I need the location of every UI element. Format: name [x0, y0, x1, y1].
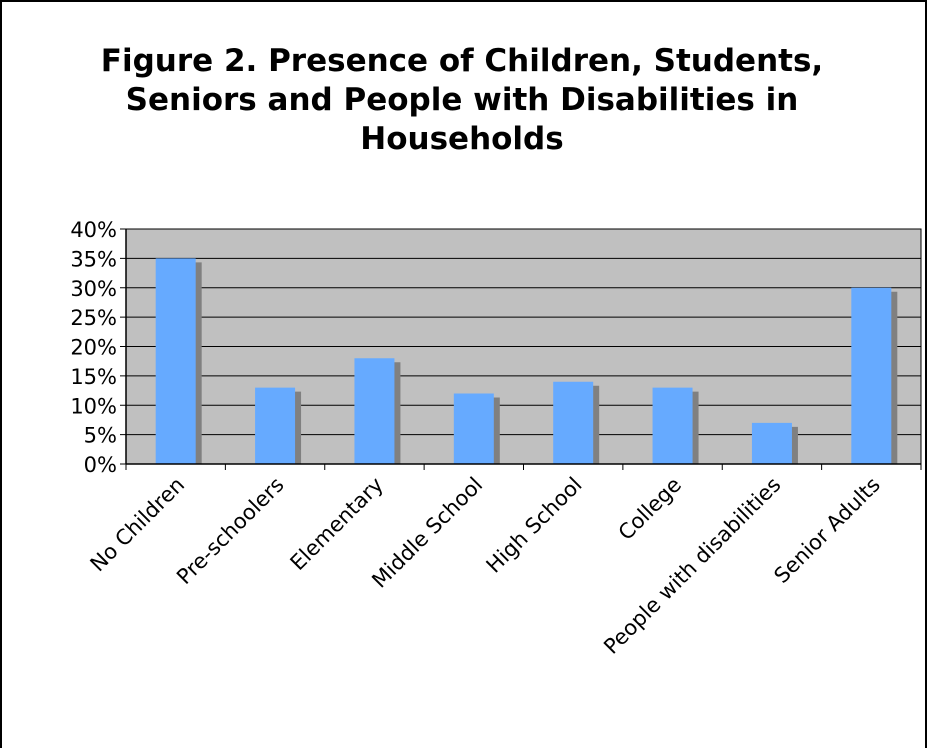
bar: [553, 381, 594, 464]
x-category-label: People with disabilities: [599, 473, 785, 659]
chart-title: Figure 2. Presence of Children, Students…: [100, 43, 824, 157]
x-category-label: Senior Adults: [769, 473, 884, 588]
bars: [125, 258, 922, 470]
y-tick-label: 30%: [70, 277, 117, 301]
bar: [155, 258, 196, 464]
bar: [751, 422, 792, 464]
y-tick-label: 15%: [70, 365, 117, 389]
bar: [453, 393, 494, 464]
y-tick-label: 20%: [70, 336, 117, 360]
y-tick-label: 0%: [84, 453, 117, 477]
bar: [652, 387, 693, 464]
y-tick-label: 35%: [70, 247, 117, 271]
x-axis-category-labels: No ChildrenPre-schoolersElementaryMiddle…: [86, 473, 885, 659]
x-category-label: Pre-schoolers: [172, 473, 289, 590]
y-tick-label: 25%: [70, 306, 117, 330]
bar: [354, 358, 395, 464]
x-category-label: No Children: [86, 473, 190, 577]
y-tick-label: 5%: [84, 424, 117, 448]
x-category-label: High School: [482, 473, 587, 578]
axes: [125, 229, 921, 465]
y-tick-label: 40%: [70, 218, 117, 242]
x-category-label: Elementary: [286, 473, 388, 575]
y-tick-label: 10%: [70, 394, 117, 418]
x-category-label: College: [614, 473, 686, 545]
bar: [255, 387, 296, 464]
y-axis-tick-labels: 0% 5% 10% 15% 20% 25% 30% 35% 40%: [70, 218, 117, 477]
bar: [851, 287, 892, 464]
